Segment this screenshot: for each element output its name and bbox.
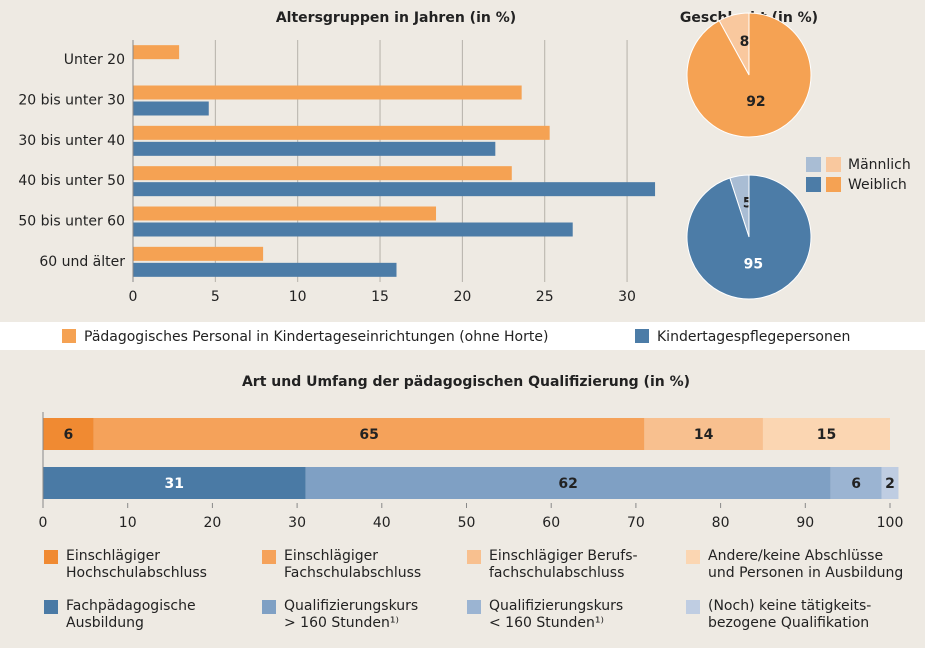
- legend-label: Einschlägiger Fachschulabschluss: [284, 548, 422, 581]
- legend-label: Pädagogisches Personal in Kindertagesein…: [84, 329, 548, 345]
- data-label: 92: [746, 94, 765, 110]
- bar: [133, 166, 512, 181]
- legend-swatch: [467, 550, 481, 564]
- legend-swatch: [686, 600, 700, 614]
- data-label: 95: [744, 257, 763, 273]
- bar-segment: [881, 467, 899, 499]
- y-tick-label: 40 bis unter 50: [18, 173, 125, 189]
- bar-segment: [43, 418, 94, 450]
- x-tick-label: 20: [203, 515, 221, 531]
- legend-label: Qualifizierungskurs < 160 Stunden¹⁾: [489, 598, 624, 631]
- legend-label: Kindertagespflegepersonen: [657, 329, 850, 345]
- legend-swatch: [826, 157, 841, 172]
- data-label: 6: [851, 476, 861, 492]
- pie-slice: [686, 12, 812, 138]
- data-label: 62: [558, 476, 577, 492]
- data-label: 6: [64, 427, 74, 443]
- y-tick-label: Unter 20: [64, 52, 125, 68]
- bar-segment: [830, 467, 882, 499]
- bar-segment: [644, 418, 763, 450]
- x-tick-label: 0: [129, 289, 138, 305]
- x-tick-label: 25: [536, 289, 554, 305]
- y-tick-label: 50 bis unter 60: [18, 214, 125, 230]
- x-tick-label: 50: [458, 515, 476, 531]
- x-tick-label: 5: [211, 289, 220, 305]
- data-label: 5: [743, 195, 753, 211]
- legend-swatch: [806, 157, 821, 172]
- bar-segment: [43, 467, 306, 499]
- chart-title: Altersgruppen in Jahren (in %): [276, 10, 516, 26]
- x-tick-label: 0: [39, 515, 48, 531]
- data-label: 65: [359, 427, 378, 443]
- x-tick-label: 40: [373, 515, 391, 531]
- x-tick-label: 60: [542, 515, 560, 531]
- x-tick-label: 70: [627, 515, 645, 531]
- x-tick-label: 30: [288, 515, 306, 531]
- pie-slice: [686, 174, 812, 300]
- bar: [133, 125, 550, 140]
- legend-label: Andere/keine Abschlüsse und Personen in …: [708, 548, 904, 581]
- bar: [133, 262, 397, 277]
- data-label: 8: [740, 34, 750, 50]
- bar: [133, 222, 573, 237]
- legend-swatch: [262, 600, 276, 614]
- data-label: 31: [165, 476, 184, 492]
- y-tick-label: 20 bis unter 30: [18, 93, 125, 109]
- x-tick-label: 90: [796, 515, 814, 531]
- bar: [133, 206, 437, 221]
- x-tick-label: 15: [371, 289, 389, 305]
- y-tick-label: 60 und älter: [39, 254, 125, 270]
- legend-swatch: [262, 550, 276, 564]
- data-label: 15: [817, 427, 836, 443]
- legend-label: Qualifizierungskurs > 160 Stunden¹⁾: [284, 598, 419, 631]
- x-tick-label: 30: [618, 289, 636, 305]
- data-label: 14: [694, 427, 714, 443]
- legend-label: Weiblich: [848, 177, 907, 193]
- legend-label: Einschlägiger Hochschulabschluss: [66, 548, 207, 581]
- legend-swatch: [44, 550, 58, 564]
- bar: [133, 141, 496, 156]
- bar: [133, 101, 209, 116]
- bar-segment: [93, 418, 645, 450]
- bar: [133, 182, 656, 197]
- legend-swatch: [806, 177, 821, 192]
- legend-label: Männlich: [848, 157, 911, 173]
- legend-swatch: [62, 329, 76, 343]
- legend-swatch: [686, 550, 700, 564]
- legend-swatch: [44, 600, 58, 614]
- x-tick-label: 20: [453, 289, 471, 305]
- legend-label: Fachpädagogische Ausbildung: [66, 598, 196, 631]
- legend-label: (Noch) keine tätigkeits- bezogene Qualif…: [708, 598, 872, 631]
- legend-label: Einschlägiger Berufs- fachschulabschluss: [489, 548, 638, 581]
- x-tick-label: 10: [289, 289, 307, 305]
- bar: [133, 45, 180, 60]
- legend-swatch: [635, 329, 649, 343]
- legend-strip: [0, 322, 925, 350]
- x-tick-label: 80: [712, 515, 730, 531]
- legend-swatch: [826, 177, 841, 192]
- x-tick-label: 100: [877, 515, 904, 531]
- chart-title: Art und Umfang der pädagogischen Qualifi…: [242, 374, 690, 390]
- bar: [133, 246, 264, 261]
- x-tick-label: 10: [119, 515, 137, 531]
- data-label: 2: [885, 476, 895, 492]
- legend-swatch: [467, 600, 481, 614]
- bar-segment: [762, 418, 890, 450]
- bar: [133, 85, 522, 100]
- y-tick-label: 30 bis unter 40: [18, 133, 125, 149]
- bar-segment: [305, 467, 831, 499]
